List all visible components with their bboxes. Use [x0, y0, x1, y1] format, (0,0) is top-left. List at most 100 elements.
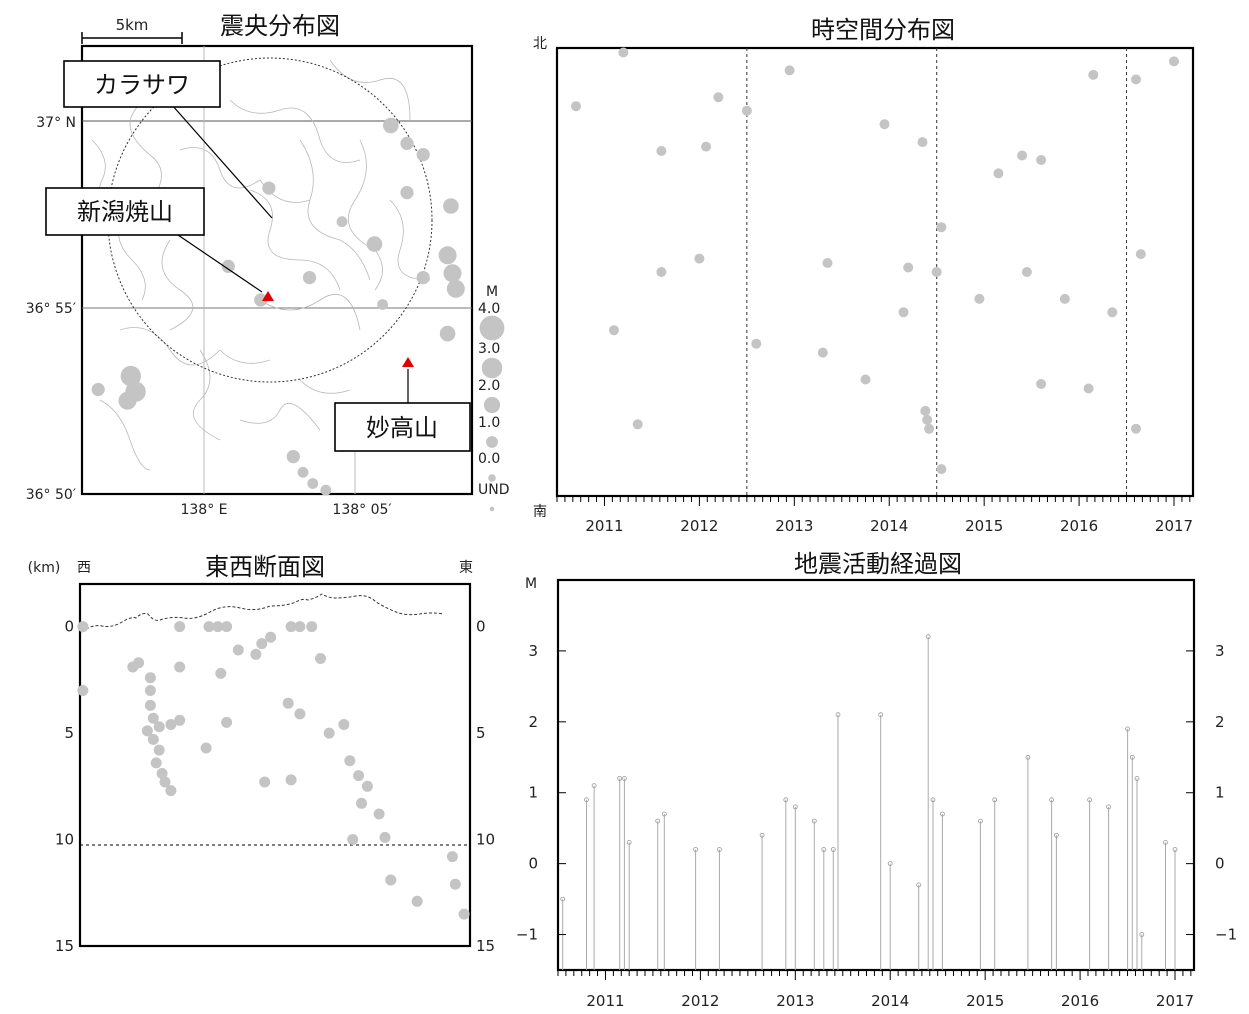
section-point	[212, 621, 224, 633]
lon-label-13805: 138° 05′	[332, 502, 391, 518]
mt-event-head	[940, 811, 945, 817]
space-time-point	[936, 464, 947, 475]
mt-event-head	[1025, 754, 1031, 760]
section-point	[344, 755, 356, 767]
mt-x-tick-label: 2017	[1156, 992, 1194, 1010]
epicenter-point	[366, 236, 383, 252]
space-time-point	[817, 347, 828, 358]
section-point	[347, 834, 359, 845]
epicenter-point	[320, 484, 332, 496]
mt-event-head	[1172, 847, 1178, 852]
mt-event-head	[1129, 754, 1135, 760]
section-point	[379, 831, 391, 843]
epicenter-point	[446, 279, 465, 298]
section-point	[77, 685, 89, 696]
north-label: 北	[533, 36, 547, 52]
space-time-point	[898, 307, 909, 318]
section-point	[315, 653, 326, 664]
yakeyama-label: 新潟焼山	[77, 198, 173, 226]
epicenter-point	[443, 264, 462, 283]
south-label: 南	[533, 504, 547, 520]
space-time-point	[656, 267, 667, 277]
section-point	[133, 657, 145, 669]
epicenter-point	[307, 478, 319, 489]
section-point	[77, 621, 89, 633]
space-time-point	[656, 146, 667, 156]
section-point	[353, 770, 365, 782]
space-time-x-tick-label: 2013	[775, 517, 813, 535]
space-time-point	[1169, 56, 1179, 67]
section-point	[174, 661, 186, 673]
epicenter-point	[254, 293, 268, 307]
section-point	[215, 667, 227, 679]
section-point	[458, 908, 470, 920]
section-point	[144, 685, 156, 696]
section-depth-tick-left: 0	[64, 618, 74, 636]
mt-event-head	[830, 847, 836, 852]
space-time-point	[924, 423, 935, 434]
mt-y-tick-label-right: 0	[1215, 855, 1225, 873]
section-point	[285, 774, 297, 786]
mt-x-tick-label: 2012	[681, 992, 719, 1010]
mt-event-head	[878, 712, 884, 718]
mag-legend-title: M	[486, 284, 498, 300]
section-point	[449, 878, 461, 890]
section-point	[156, 768, 168, 779]
mt-event-head	[821, 847, 827, 852]
mt-event-head	[992, 797, 998, 803]
section-title: 東西断面図	[205, 553, 325, 581]
space-time-x-tick-label: 2014	[870, 517, 908, 535]
space-time-title: 時空間分布図	[811, 16, 955, 44]
space-time-frame	[555, 46, 1195, 498]
section-point	[256, 638, 268, 650]
section-depth-tick-right: 10	[476, 831, 495, 849]
mag-legend-circle	[489, 506, 495, 512]
space-time-point	[903, 262, 914, 273]
mt-event-head	[622, 776, 627, 781]
mt-y-tick-label-right: 3	[1215, 642, 1225, 660]
mt-event-head	[1049, 797, 1054, 803]
section-point	[174, 621, 186, 633]
section-point	[294, 708, 306, 720]
space-time-point	[993, 168, 1004, 179]
mt-x-tick-label: 2016	[1061, 992, 1099, 1010]
mt-panel: 地震活動経過図 M 3 32 21 10 0−1 −1 2011 2012 2013 2014 2…	[516, 550, 1237, 1010]
mag-legend-label: 2.0	[478, 378, 500, 394]
section-frame	[78, 582, 472, 948]
mt-title: 地震活動経過図	[794, 550, 962, 578]
space-time-point	[1135, 249, 1146, 260]
section-depth-tick-left: 10	[55, 831, 74, 849]
mt-event-head	[916, 882, 922, 888]
myoko-label: 妙高山	[366, 414, 438, 442]
karasawa-callout	[63, 60, 221, 108]
space-time-x-tick-label: 2016	[1060, 517, 1098, 535]
epicenter-point	[336, 216, 348, 228]
mag-legend-circle	[488, 474, 496, 482]
ew-section-panel: (km) 西 東 東西断面図 0 0 5 5 10 10 15 15	[28, 553, 495, 955]
epicenter-point	[400, 186, 414, 200]
space-time-point	[974, 293, 985, 304]
epicenter-point	[400, 136, 414, 150]
mt-event-head	[1125, 726, 1130, 732]
space-time-point	[1059, 293, 1070, 304]
section-point	[373, 808, 385, 820]
terrain-contours	[91, 59, 431, 471]
mt-event-head	[560, 896, 566, 902]
section-point	[221, 716, 233, 728]
mag-legend-label: 3.0	[478, 341, 500, 357]
mt-event-head	[693, 847, 698, 852]
section-point	[361, 780, 373, 792]
section-point	[411, 895, 423, 907]
mt-event-head	[783, 797, 789, 803]
mt-y-tick-label-right: 1	[1215, 784, 1225, 802]
epicenter-point	[438, 246, 457, 265]
space-time-point	[879, 119, 890, 130]
lon-label-138: 138° E	[180, 502, 227, 518]
space-time-point	[741, 105, 752, 116]
mt-event-head	[655, 818, 661, 824]
space-time-point	[1036, 379, 1047, 389]
section-point	[259, 776, 271, 788]
mt-event-head	[1134, 776, 1140, 781]
section-point	[294, 621, 306, 633]
space-time-point	[1131, 423, 1141, 434]
